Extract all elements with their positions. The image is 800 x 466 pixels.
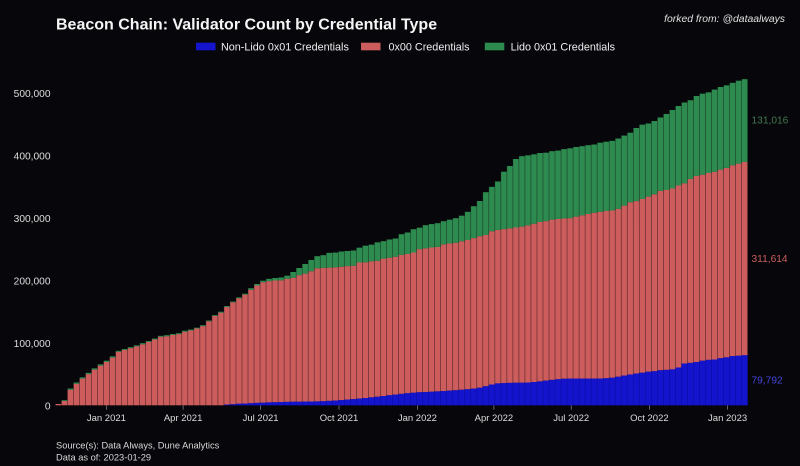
svg-text:Jul 2022: Jul 2022	[553, 413, 589, 424]
svg-text:131,016: 131,016	[752, 116, 789, 127]
svg-text:311,614: 311,614	[752, 254, 788, 265]
svg-text:Beacon Chain: Validator Count: Beacon Chain: Validator Count by Credent…	[56, 17, 437, 34]
svg-text:Jan 2023: Jan 2023	[708, 413, 747, 424]
svg-text:Jan 2021: Jan 2021	[87, 413, 126, 424]
svg-text:Oct 2022: Oct 2022	[630, 413, 669, 424]
svg-text:Source(s): Data Always, Dune A: Source(s): Data Always, Dune Analytics	[56, 440, 220, 450]
svg-text:Apr 2022: Apr 2022	[475, 413, 514, 424]
svg-text:400,000: 400,000	[14, 151, 51, 162]
svg-text:79,792: 79,792	[752, 376, 783, 387]
svg-text:Oct 2021: Oct 2021	[320, 413, 359, 424]
svg-text:0x00 Credentials: 0x00 Credentials	[389, 42, 471, 54]
svg-text:200,000: 200,000	[14, 276, 51, 287]
svg-text:Jan 2022: Jan 2022	[398, 413, 437, 424]
svg-text:forked from: @dataalways: forked from: @dataalways	[664, 14, 785, 25]
svg-text:Apr 2021: Apr 2021	[164, 413, 203, 424]
svg-text:Jul 2021: Jul 2021	[243, 413, 279, 424]
svg-text:500,000: 500,000	[14, 89, 51, 100]
svg-text:300,000: 300,000	[14, 214, 51, 225]
svg-text:Non-Lido 0x01 Credentials: Non-Lido 0x01 Credentials	[221, 42, 349, 54]
svg-text:Data as of: 2023-01-29: Data as of: 2023-01-29	[56, 452, 151, 462]
svg-text:Lido 0x01 Credentials: Lido 0x01 Credentials	[511, 42, 616, 54]
svg-text:100,000: 100,000	[14, 339, 51, 350]
svg-text:0: 0	[45, 401, 51, 412]
